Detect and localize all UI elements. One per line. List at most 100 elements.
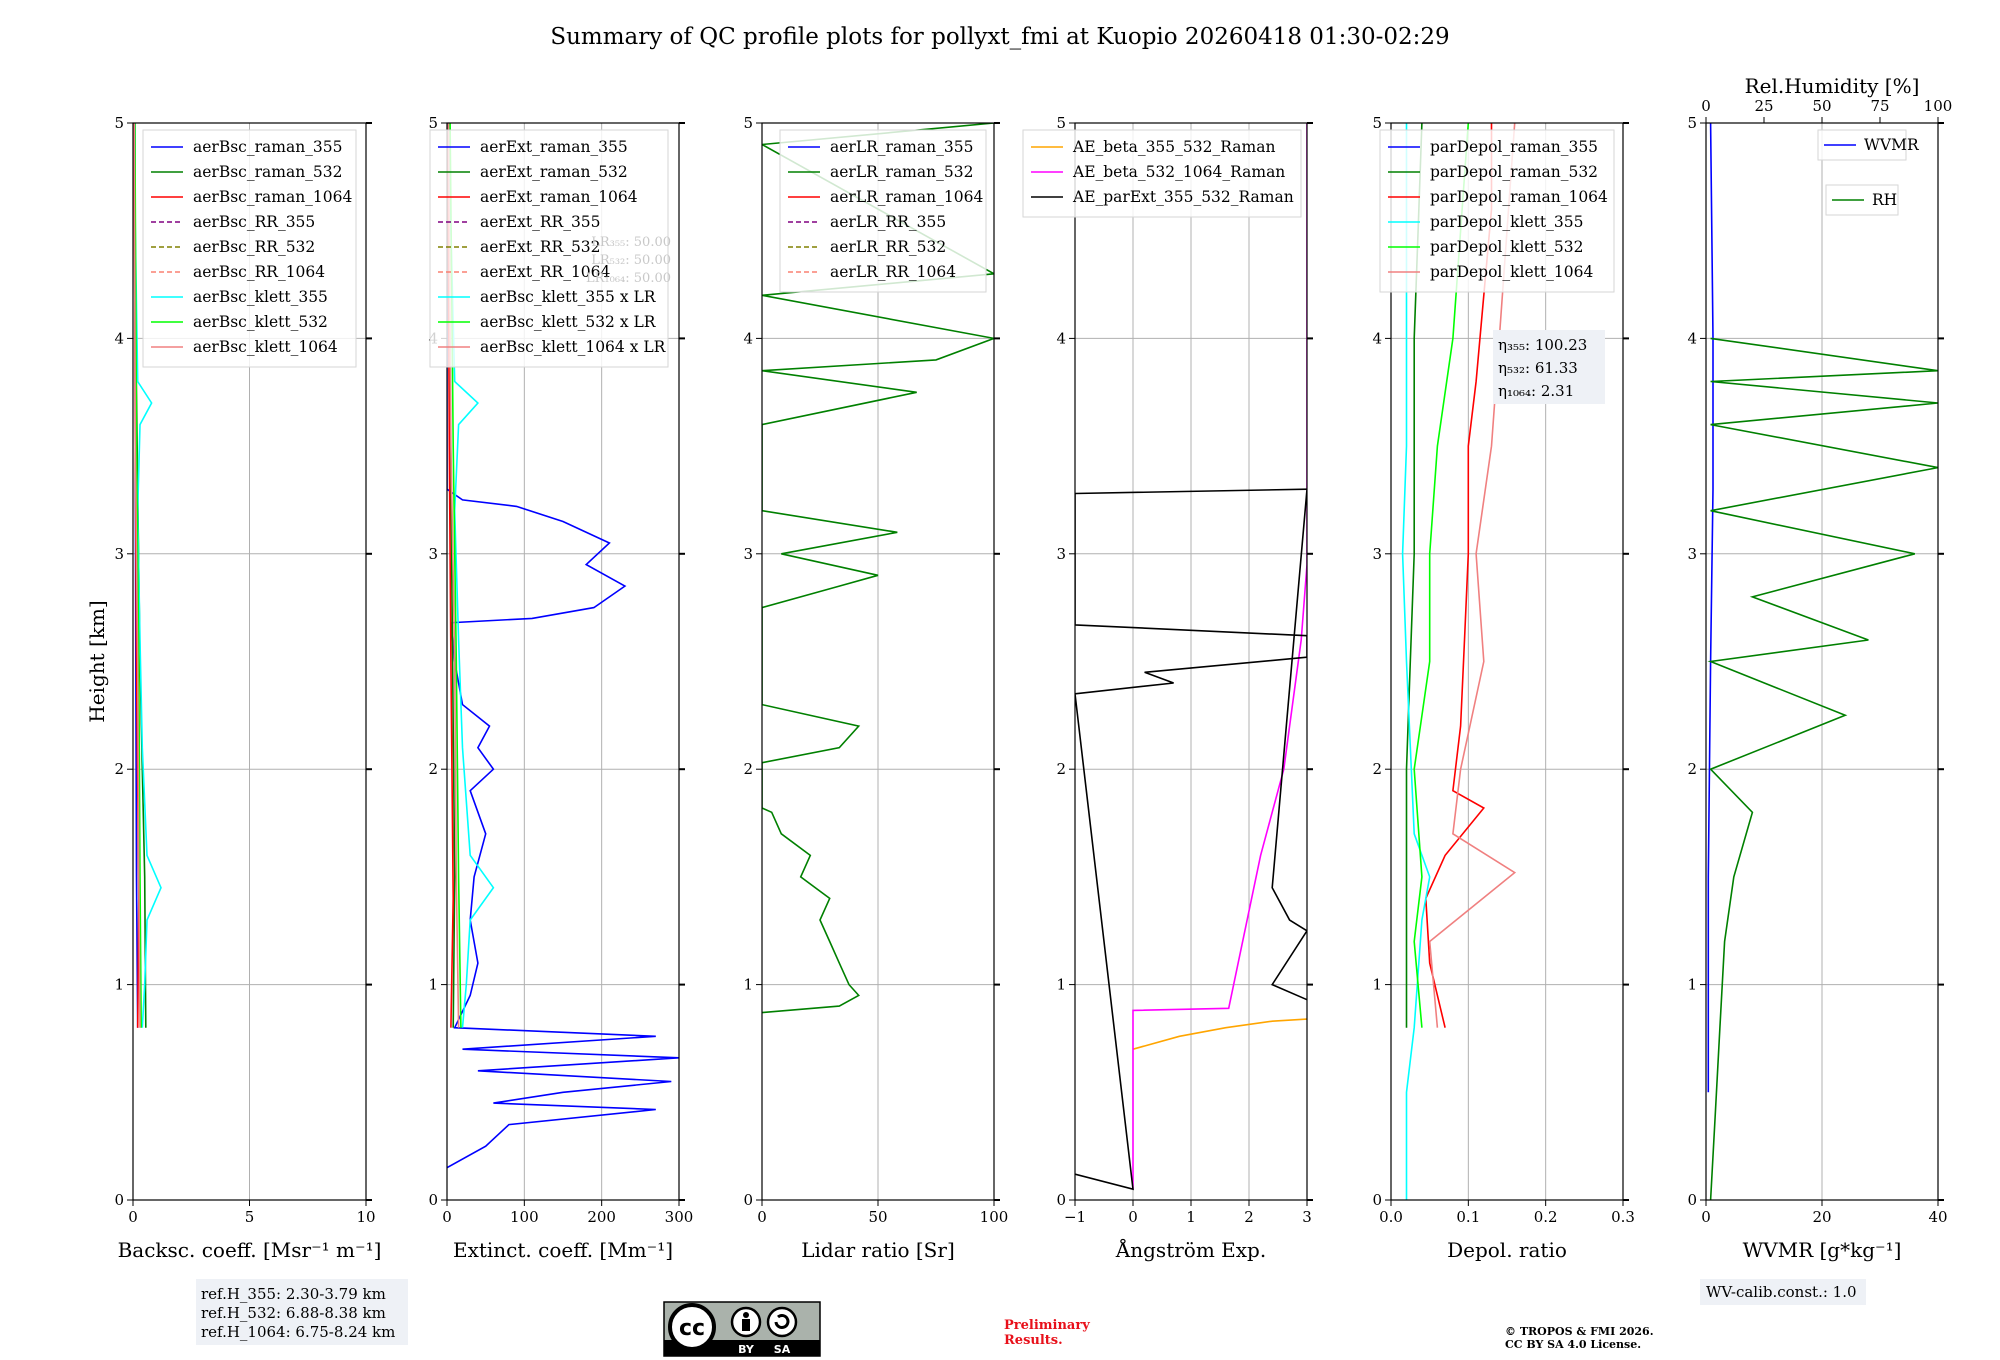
- legend-label: aerExt_RR_532: [480, 238, 601, 256]
- axes-frame: [761, 122, 995, 1201]
- legend-box: [429, 129, 669, 368]
- y-tick-label: 4: [114, 329, 124, 347]
- y-tick-label: 4: [743, 329, 753, 347]
- x-tick-label: 3: [1302, 1208, 1312, 1226]
- x-tick-label: 100: [510, 1208, 539, 1226]
- eta-label: η₁₀₆₄: 2.31: [1498, 382, 1574, 400]
- y-tick-label: 3: [428, 545, 438, 563]
- series-line-aerbsc-klett-1064: [133, 123, 141, 1028]
- legend-label: parDepol_klett_355: [1430, 213, 1583, 231]
- series-line-aerbsc-klett-532: [134, 123, 142, 1028]
- y-tick-label: 5: [1372, 114, 1382, 132]
- legend-label: aerLR_raman_1064: [830, 188, 983, 206]
- y-tick-label: 4: [1056, 329, 1066, 347]
- legend-label: RH: [1872, 191, 1897, 209]
- series-group: [762, 123, 994, 1014]
- y-tick-label: 2: [428, 760, 438, 778]
- legend: aerBsc_raman_355 aerBsc_raman_532 aerBsc_r…: [142, 129, 357, 368]
- y-tick-label: 1: [428, 976, 438, 994]
- x-tick-label: 300: [665, 1208, 694, 1226]
- legend-box: [1379, 129, 1615, 293]
- legend-label: aerLR_raman_355: [830, 138, 973, 156]
- legend-box: [142, 129, 357, 368]
- legend-label: aerExt_raman_532: [480, 163, 628, 181]
- panel-depol: 0.0 0.1 0.2 0.3 0 1 2 3 4 5 Depol. ratio parDepol_r…: [1372, 114, 1634, 1262]
- axes-frame: [1074, 122, 1308, 1201]
- ref-h-532: ref.H_532: 6.88-8.38 km: [201, 1304, 386, 1322]
- legend-label: aerLR_RR_532: [830, 238, 946, 256]
- legend: AE_beta_355_532_Raman AE_beta_532_1064_Ra…: [1022, 129, 1302, 218]
- cc-icon: [668, 1303, 716, 1351]
- series-line-ae-parext-355-532-raman: [1075, 488, 1307, 1191]
- x-tick-label: 50: [868, 1208, 887, 1226]
- legend-label: aerBsc_klett_1064: [193, 338, 338, 356]
- y-tick-label: 2: [743, 760, 753, 778]
- x-axis-label: Depol. ratio: [1447, 1238, 1567, 1262]
- legend-label: aerBsc_raman_532: [193, 163, 343, 181]
- legend-label: AE_parExt_355_532_Raman: [1072, 188, 1294, 206]
- y-tick-label: 5: [743, 114, 753, 132]
- legend-label: aerExt_raman_1064: [480, 188, 638, 206]
- cc-by-sa-badge: cc BY SA: [663, 1301, 821, 1357]
- legend-label: aerBsc_RR_355: [193, 213, 315, 231]
- legend-label: aerLR_RR_355: [830, 213, 946, 231]
- series-line-aerbsc-klett-355: [133, 123, 162, 1028]
- y-tick-label: 3: [1056, 545, 1066, 563]
- panel-wvmr: 0 20 40 0 1 2 3 4 5 WVMR [g*kg⁻¹] 0 25 50 75 100Rel.Hu…: [1687, 74, 1952, 1262]
- panel-backscatter: 0 5 10 0 1 2 3 4 5 Backsc. coeff. [Msr⁻¹ m⁻¹] Heig…: [85, 114, 381, 1262]
- sa-label: SA: [774, 1343, 791, 1356]
- x-axis-label: Ångström Exp.: [1115, 1237, 1266, 1262]
- y-tick-label: 5: [1687, 114, 1697, 132]
- x-tick-label: 20: [1812, 1208, 1831, 1226]
- wv-calib-box: WV-calib.const.: 1.0: [1700, 1279, 1866, 1305]
- ref-height-box-bg: [196, 1279, 408, 1345]
- legend-label: aerBsc_klett_355 x LR: [480, 288, 657, 306]
- x-tick-label: 0: [1128, 1208, 1138, 1226]
- x-tick-label: 0.1: [1456, 1208, 1480, 1226]
- legend-label: aerBsc_RR_1064: [193, 263, 325, 281]
- y-tick-label: 1: [1687, 976, 1697, 994]
- top-x-axis-label: Rel.Humidity [%]: [1745, 74, 1920, 98]
- copyright-line-2: CC BY SA 4.0 License.: [1505, 1338, 1641, 1351]
- legend-label: aerBsc_klett_532 x LR: [480, 313, 657, 331]
- legend-label: aerExt_RR_355: [480, 213, 601, 231]
- y-tick-label: 0: [743, 1191, 753, 1209]
- by-label: BY: [738, 1343, 755, 1356]
- lr-annotation: LR₅₃₂: 50.00: [591, 253, 671, 268]
- x-tick-label: 10: [356, 1208, 375, 1226]
- legend-label: aerLR_RR_1064: [830, 263, 956, 281]
- series-line-pardepol-raman-1064: [1424, 123, 1493, 1028]
- by-person-body: [742, 1319, 750, 1331]
- figure-title: Summary of QC profile plots for pollyxt_…: [550, 24, 1449, 50]
- x-tick-label: 40: [1928, 1208, 1947, 1226]
- y-tick-label: 0: [428, 1191, 438, 1209]
- legend-label: AE_beta_355_532_Raman: [1072, 138, 1275, 156]
- top-x-tick-label: 75: [1870, 97, 1889, 115]
- series-group: [1075, 123, 1307, 1191]
- top-x-tick-label: 50: [1812, 97, 1831, 115]
- legend-label: aerBsc_raman_1064: [193, 188, 353, 206]
- series-line-aerbsc-klett-355-x-lr: [447, 123, 495, 1028]
- legend: WVMR RH: [1817, 129, 1920, 216]
- y-tick-label: 0: [1056, 1191, 1066, 1209]
- legend-label: parDepol_raman_1064: [1430, 188, 1608, 206]
- legend: aerExt_raman_355 aerExt_raman_532 aerExt_r…: [429, 129, 669, 368]
- y-tick-label: 1: [114, 976, 124, 994]
- top-x-tick-label: 0: [1701, 97, 1711, 115]
- legend-label: aerBsc_klett_532: [193, 313, 328, 331]
- wv-calib-text: WV-calib.const.: 1.0: [1706, 1283, 1857, 1301]
- x-axis-label: Extinct. coeff. [Mm⁻¹]: [453, 1238, 673, 1262]
- x-tick-label: 0: [757, 1208, 767, 1226]
- legend-label: aerBsc_RR_532: [193, 238, 315, 256]
- series-line-ae-beta-355-532-raman: [1132, 1018, 1307, 1050]
- series-group: [133, 123, 162, 1028]
- lr-annotation: LR₁₀₆₄: 50.00: [586, 271, 671, 286]
- axes-frame: [446, 122, 680, 1201]
- ref-height-box: ref.H_355: 2.30-3.79 km ref.H_532: 6.88-…: [196, 1279, 408, 1345]
- y-tick-label: 1: [1372, 976, 1382, 994]
- y-tick-label: 0: [1687, 1191, 1697, 1209]
- eta-label: η₃₅₅: 100.23: [1498, 336, 1587, 354]
- legend-label: aerBsc_klett_355: [193, 288, 328, 306]
